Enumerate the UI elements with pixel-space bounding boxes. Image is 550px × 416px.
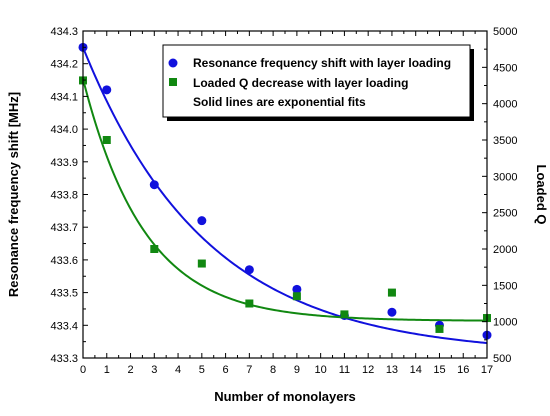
data-point-frequency: [244, 265, 254, 275]
x-tick-label: 12: [362, 364, 374, 376]
x-tick-label: 10: [315, 364, 327, 376]
data-point-q: [340, 310, 349, 319]
x-tick-label: 16: [457, 364, 469, 376]
data-point-q: [292, 292, 301, 301]
x-tick-label: 8: [270, 364, 276, 376]
data-point-q: [150, 245, 159, 253]
x-tick-label: 3: [151, 364, 157, 376]
x-axis-title: Number of monolayers: [214, 389, 356, 404]
x-tick-label: 9: [294, 364, 300, 376]
y-right-tick-label: 2000: [493, 244, 517, 256]
y-left-tick-label: 433.4: [50, 320, 78, 332]
y-left-tick-label: 434.2: [50, 59, 78, 71]
y-left-tick-label: 434.3: [50, 26, 78, 38]
y-right-tick-label: 4000: [493, 99, 517, 111]
left-y-axis-title: Resonance frequency shift [MHz]: [6, 92, 21, 297]
legend-box: [162, 44, 471, 118]
fit-line-1: [82, 78, 488, 322]
data-point-q: [435, 324, 444, 333]
x-tick-label: 5: [199, 364, 205, 376]
y-left-tick-label: 434.0: [50, 124, 78, 136]
y-left-tick-label: 433.8: [50, 190, 78, 202]
legend-marker-q: [169, 78, 177, 86]
legend-entry-q: Loaded Q decrease with layer loading: [193, 76, 408, 90]
axis-ticks: [82, 30, 488, 359]
x-tick-label: 17: [481, 364, 493, 376]
x-tick-label: 6: [223, 364, 229, 376]
x-tick-label: 4: [175, 364, 181, 376]
data-point-q: [102, 136, 111, 144]
data-point-q: [197, 259, 206, 268]
data-point-frequency: [149, 180, 159, 190]
data-point-q: [245, 299, 254, 308]
x-tick-label: 7: [246, 364, 252, 376]
data-point-q: [387, 288, 396, 297]
right-y-axis-title: Loaded Q: [534, 165, 549, 225]
fit-lines: [82, 46, 488, 345]
y-left-tick-label: 433.6: [50, 255, 78, 267]
legend-marker-frequency: [168, 58, 178, 68]
data-point-frequency: [387, 307, 397, 317]
x-tick-label: 2: [127, 364, 133, 376]
x-tick-label: 11: [339, 364, 350, 376]
y-left-tick-label: 433.3: [50, 353, 78, 365]
y-left-tick-label: 433.7: [50, 222, 78, 234]
x-tick-label: 0: [80, 364, 86, 376]
data-point-frequency: [197, 216, 207, 226]
x-tick-label: 15: [433, 364, 445, 376]
tick-labels: 0 1 2 3 4 5 6 7 8 9 10 11 12 13 14 15 16 17433.3433.4433.…: [50, 26, 517, 376]
y-right-tick-label: 5000: [493, 26, 517, 38]
x-tick-label: 13: [386, 364, 398, 376]
y-right-tick-label: 1500: [493, 280, 517, 292]
fit-line-0: [82, 46, 488, 345]
y-right-tick-label: 1000: [493, 317, 517, 329]
x-tick-label: 1: [104, 364, 110, 376]
y-right-tick-label: 2500: [493, 208, 517, 220]
legend-entry-frequency: Resonance frequency shift with layer loa…: [193, 56, 451, 70]
data-point-frequency: [292, 284, 302, 294]
y-left-tick-label: 433.9: [50, 157, 78, 169]
legend: Resonance frequency shift with layer loa…: [162, 44, 474, 121]
y-left-tick-label: 433.5: [50, 288, 78, 300]
y-right-tick-label: 500: [493, 353, 511, 365]
x-tick-label: 14: [410, 364, 422, 376]
data-point-frequency: [102, 85, 112, 95]
y-right-tick-label: 3500: [493, 135, 517, 147]
y-left-tick-label: 434.1: [50, 91, 78, 103]
y-right-tick-label: 4500: [493, 62, 517, 74]
y-right-tick-label: 3000: [493, 171, 517, 183]
legend-annotation: Solid lines are exponential fits: [193, 95, 366, 109]
